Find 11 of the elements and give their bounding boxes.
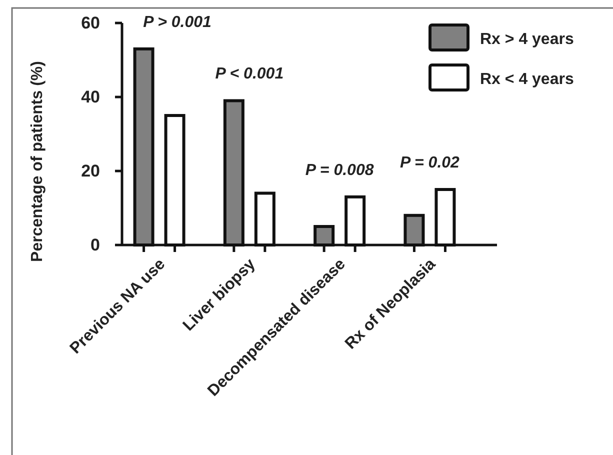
- annotation: P < 0.001: [215, 66, 284, 83]
- y-tick-label: 0: [90, 235, 100, 254]
- y-axis-title: Percentage of patients (%): [29, 61, 46, 262]
- y-tick-label: 40: [81, 87, 100, 106]
- legend-label: Rx > 4 years: [480, 31, 574, 48]
- annotation: P > 0.001: [143, 14, 212, 31]
- y-tick-label: 20: [81, 161, 100, 180]
- annotation: P = 0.008: [305, 162, 374, 179]
- annotation: P = 0.02: [400, 154, 460, 172]
- legend-label: Rx < 4 years: [480, 71, 574, 88]
- y-tick-label: 60: [81, 13, 100, 32]
